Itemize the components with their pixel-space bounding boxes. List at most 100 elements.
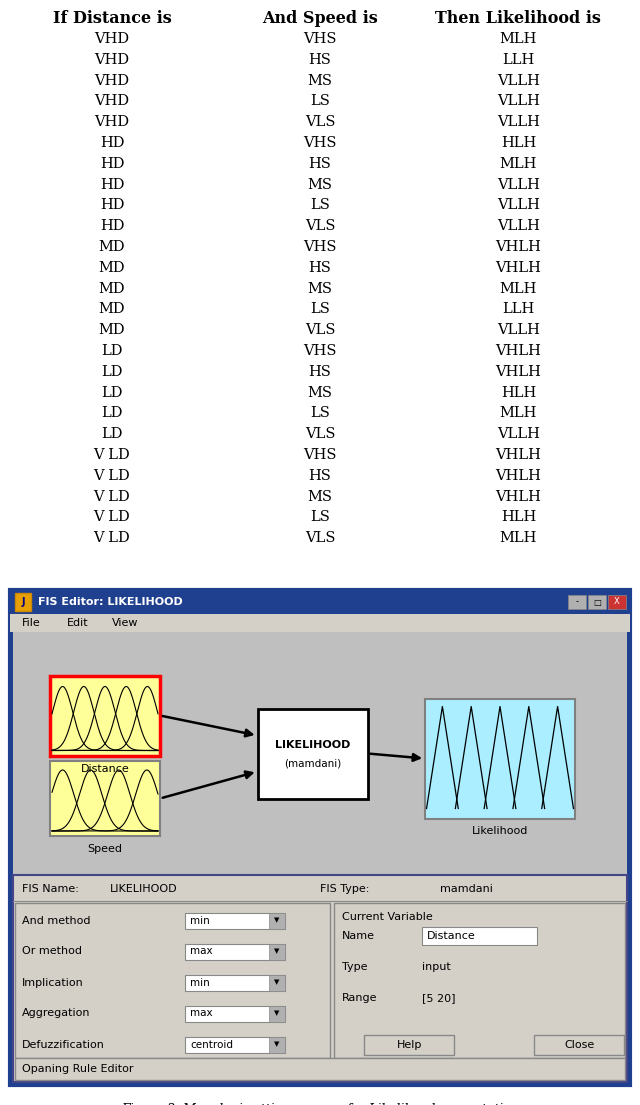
- Text: Figure 3. Mamdani settings screen for Likelihood computation: Figure 3. Mamdani settings screen for Li…: [121, 1103, 519, 1105]
- Bar: [269, 975, 285, 990]
- Text: HLH: HLH: [500, 511, 536, 525]
- Text: Then Likelihood is: Then Likelihood is: [435, 10, 602, 27]
- Text: LD: LD: [101, 428, 123, 441]
- Text: (mamdani): (mamdani): [284, 758, 341, 768]
- Text: Defuzzification: Defuzzification: [22, 1040, 105, 1050]
- Bar: [422, 927, 538, 945]
- Bar: [185, 944, 285, 959]
- Bar: [10, 590, 630, 614]
- Text: Likelihood: Likelihood: [472, 827, 528, 836]
- Text: LD: LD: [101, 344, 123, 358]
- Text: LD: LD: [101, 407, 123, 420]
- Text: VLLH: VLLH: [497, 428, 540, 441]
- Text: HS: HS: [308, 53, 332, 66]
- Bar: [185, 1036, 285, 1052]
- Text: VLLH: VLLH: [497, 94, 540, 108]
- Text: VHS: VHS: [303, 240, 337, 254]
- Text: VLLH: VLLH: [497, 199, 540, 212]
- Text: HD: HD: [100, 199, 124, 212]
- Text: Aggregation: Aggregation: [22, 1009, 90, 1019]
- Text: VHD: VHD: [95, 32, 129, 46]
- Text: VHD: VHD: [95, 115, 129, 129]
- Bar: [568, 594, 586, 609]
- Text: LS: LS: [310, 94, 330, 108]
- Text: VHLH: VHLH: [495, 240, 541, 254]
- Text: [5 20]: [5 20]: [422, 993, 456, 1003]
- Text: min: min: [190, 916, 210, 926]
- Text: VLLH: VLLH: [497, 74, 540, 87]
- Text: LLH: LLH: [502, 53, 534, 66]
- Bar: [50, 761, 160, 836]
- Text: Distance: Distance: [81, 764, 129, 774]
- Text: HD: HD: [100, 157, 124, 171]
- Bar: [185, 1006, 285, 1021]
- Text: X: X: [614, 598, 620, 607]
- Text: max: max: [190, 1009, 212, 1019]
- Text: VHLH: VHLH: [495, 469, 541, 483]
- Text: ▼: ▼: [275, 979, 280, 986]
- Text: VLLH: VLLH: [497, 219, 540, 233]
- Text: mamdani: mamdani: [440, 884, 493, 894]
- Text: input: input: [422, 962, 451, 972]
- Text: VHD: VHD: [95, 74, 129, 87]
- Text: VLLH: VLLH: [497, 323, 540, 337]
- Text: VHLH: VHLH: [495, 490, 541, 504]
- Bar: [15, 1057, 625, 1080]
- Text: J: J: [21, 597, 25, 607]
- Text: VHLH: VHLH: [495, 365, 541, 379]
- Text: Edit: Edit: [67, 618, 88, 628]
- Text: VHS: VHS: [303, 136, 337, 150]
- Bar: [50, 675, 160, 756]
- Text: -: -: [575, 598, 579, 607]
- Text: V LD: V LD: [93, 469, 131, 483]
- Text: MD: MD: [99, 261, 125, 275]
- Text: LS: LS: [310, 199, 330, 212]
- Text: VHS: VHS: [303, 344, 337, 358]
- Text: FIS Type:: FIS Type:: [320, 884, 369, 894]
- Text: MS: MS: [307, 178, 333, 191]
- Text: VHD: VHD: [95, 53, 129, 66]
- Bar: [364, 1034, 454, 1054]
- Text: V LD: V LD: [93, 532, 131, 545]
- Text: MS: MS: [307, 74, 333, 87]
- Text: MD: MD: [99, 282, 125, 296]
- Text: Name: Name: [342, 932, 375, 941]
- Text: MS: MS: [307, 282, 333, 296]
- Text: LIKELIHOOD: LIKELIHOOD: [275, 740, 350, 750]
- Bar: [588, 594, 606, 609]
- Bar: [269, 913, 285, 928]
- Text: Close: Close: [564, 1040, 595, 1050]
- Text: HLH: HLH: [500, 136, 536, 150]
- Bar: [15, 903, 330, 1057]
- Text: VHS: VHS: [303, 448, 337, 462]
- Bar: [13, 875, 627, 1082]
- Text: Range: Range: [342, 993, 378, 1003]
- Bar: [534, 1034, 624, 1054]
- Text: VHD: VHD: [95, 94, 129, 108]
- Text: VHLH: VHLH: [495, 448, 541, 462]
- Text: VHLH: VHLH: [495, 261, 541, 275]
- Text: VHLH: VHLH: [495, 344, 541, 358]
- Text: If Distance is: If Distance is: [52, 10, 172, 27]
- Text: File: File: [22, 618, 41, 628]
- Text: MD: MD: [99, 303, 125, 316]
- Bar: [269, 944, 285, 959]
- Text: Distance: Distance: [428, 932, 476, 941]
- Bar: [269, 1006, 285, 1021]
- Text: HS: HS: [308, 157, 332, 171]
- Text: ▼: ▼: [275, 948, 280, 955]
- Text: □: □: [593, 598, 601, 607]
- Text: LS: LS: [310, 303, 330, 316]
- Text: And method: And method: [22, 916, 90, 926]
- Text: HD: HD: [100, 178, 124, 191]
- Bar: [334, 903, 625, 1057]
- Text: ▼: ▼: [275, 917, 280, 924]
- Bar: [608, 594, 626, 609]
- Text: HD: HD: [100, 219, 124, 233]
- Text: Or method: Or method: [22, 947, 82, 957]
- Text: LS: LS: [310, 407, 330, 420]
- Text: MS: MS: [307, 490, 333, 504]
- Text: VLLH: VLLH: [497, 115, 540, 129]
- Bar: [15, 593, 31, 611]
- Text: MD: MD: [99, 323, 125, 337]
